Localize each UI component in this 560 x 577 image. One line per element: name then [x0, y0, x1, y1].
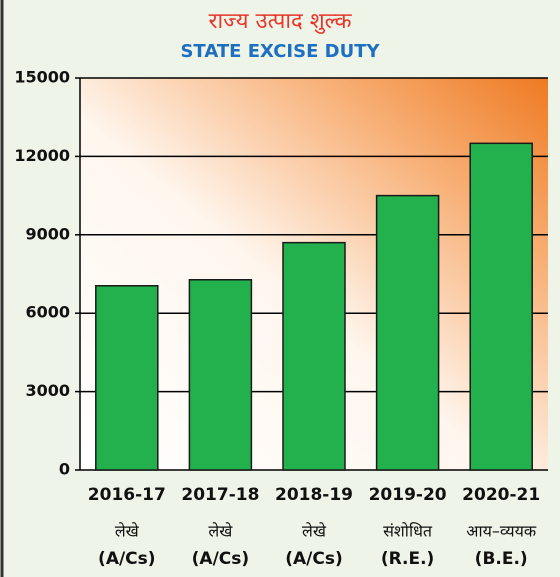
x-sublabel: संशोधित: [383, 522, 433, 541]
chart-subtitle: STATE EXCISE DUTY: [180, 41, 380, 62]
x-tick-label: 2018-19: [275, 485, 353, 505]
x-tick-label: 2017-18: [181, 485, 259, 505]
chart-title: राज्य उत्पाद शुल्क: [208, 9, 352, 34]
y-tick-label: 3000: [25, 381, 70, 400]
bar: [469, 142, 533, 471]
bar: [375, 194, 440, 471]
x-sublabel: (A/Cs): [192, 549, 250, 569]
y-tick-label: 15000: [14, 68, 70, 87]
x-tick-label: 2020-21: [462, 485, 540, 505]
bar: [188, 278, 253, 471]
x-tick-label: 2019-20: [369, 485, 447, 505]
bar: [95, 285, 159, 471]
x-sublabel: लेखे: [208, 522, 233, 541]
x-sublabel: लेखे: [115, 522, 140, 541]
y-tick-label: 12000: [14, 146, 70, 165]
x-sublabel: लेखे: [302, 522, 327, 541]
bar: [282, 241, 346, 471]
y-tick-label: 6000: [25, 303, 70, 322]
y-tick-label: 0: [59, 460, 70, 479]
x-sublabel: (R.E.): [381, 549, 434, 569]
x-tick-label: 2016-17: [88, 485, 166, 505]
y-tick-label: 9000: [25, 224, 70, 243]
x-sublabel: (A/Cs): [98, 549, 156, 569]
x-sublabel: (B.E.): [475, 549, 528, 569]
x-sublabel: (A/Cs): [285, 549, 343, 569]
x-sublabel: आय–व्ययक: [466, 522, 537, 541]
